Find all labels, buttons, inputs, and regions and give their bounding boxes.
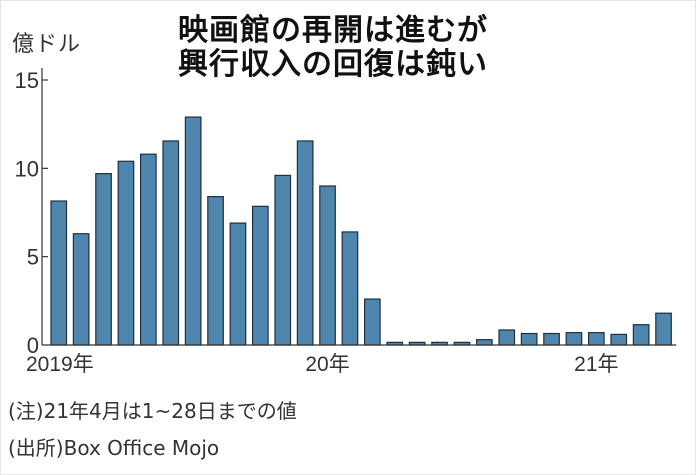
y-tick-label: 10 xyxy=(15,156,39,181)
bar xyxy=(72,233,90,346)
x-tick-label: 20年 xyxy=(305,353,349,376)
bar xyxy=(319,185,336,346)
y-tick-label: 15 xyxy=(15,68,39,93)
bar xyxy=(184,116,202,346)
bar xyxy=(50,200,68,346)
bar xyxy=(610,333,628,346)
bar xyxy=(364,298,381,346)
y-tick-label: 5 xyxy=(27,245,39,270)
chart-title-line-1: 映画館の再開は進むが xyxy=(178,13,488,48)
x-tick-label: 2019年 xyxy=(26,353,94,376)
bar xyxy=(207,196,224,346)
bar xyxy=(140,153,157,346)
bar xyxy=(95,173,112,346)
bar xyxy=(565,332,583,346)
bar xyxy=(341,231,359,346)
footnote-source: (出所)Box Office Mojo xyxy=(8,436,220,460)
bar xyxy=(229,222,247,346)
bar xyxy=(274,174,292,346)
y-tick-label: 0 xyxy=(27,333,39,358)
footnote-note: (注)21年4月は1~28日までの値 xyxy=(8,399,297,423)
chart-title-line-2: 興行収入の回復は鈍い xyxy=(178,47,488,82)
bar xyxy=(162,140,180,346)
bar-series xyxy=(50,116,672,346)
x-axis: 2019年 20年 21年 xyxy=(26,344,677,376)
bar xyxy=(117,160,135,346)
x-tick-label: 21年 xyxy=(574,353,618,376)
bar xyxy=(520,332,538,346)
bar xyxy=(543,332,560,346)
bar xyxy=(476,339,493,346)
bar xyxy=(655,312,672,346)
bar xyxy=(587,332,605,346)
bar-chart: 0 5 10 15 2019年 20年 21年 xyxy=(15,68,677,376)
bar xyxy=(498,329,516,346)
bar xyxy=(632,324,650,346)
y-axis: 0 5 10 15 xyxy=(15,68,48,358)
y-axis-unit-label: 億ドル xyxy=(12,32,82,57)
bar xyxy=(296,140,314,346)
chart-title: 映画館の再開は進むが 興行収入の回復は鈍い xyxy=(178,14,488,82)
bar xyxy=(252,205,269,346)
